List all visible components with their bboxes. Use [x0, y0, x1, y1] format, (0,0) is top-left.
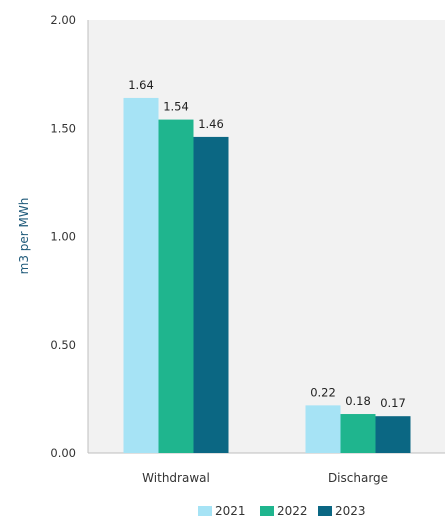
data-label-2023-discharge: 0.17: [380, 396, 406, 410]
category-label-withdrawal: Withdrawal: [142, 471, 210, 485]
bar-series-group: 1.64 1.54 1.46 0.22 0.18 0.17: [123, 78, 411, 453]
legend-label-2022: 2022: [277, 504, 308, 518]
category-label-discharge: Discharge: [328, 471, 388, 485]
y-tick-label: 0.50: [50, 338, 76, 352]
data-label-2022-discharge: 0.18: [345, 394, 371, 408]
data-label-2021-withdrawal: 1.64: [128, 78, 154, 92]
y-tick-labels: 0.00 0.50 1.00 1.50 2.00: [50, 13, 76, 460]
bar-2022-discharge: [340, 414, 376, 453]
legend-label-2023: 2023: [335, 504, 366, 518]
legend-label-2021: 2021: [215, 504, 246, 518]
category-labels: Withdrawal Discharge: [142, 471, 388, 485]
y-axis-title: m3 per MWh: [17, 198, 31, 275]
bar-2023-discharge: [375, 416, 411, 453]
y-tick-label: 1.00: [50, 230, 76, 244]
bar-2022-withdrawal: [158, 119, 194, 453]
y-tick-label: 0.00: [50, 446, 76, 460]
data-label-2023-withdrawal: 1.46: [198, 117, 224, 131]
legend-swatch-2021: [198, 506, 212, 516]
bar-2021-discharge: [305, 405, 341, 453]
legend-swatch-2023: [318, 506, 332, 516]
data-label-2021-discharge: 0.22: [310, 385, 336, 399]
bar-2023-withdrawal: [193, 136, 229, 453]
data-label-2022-withdrawal: 1.54: [163, 100, 189, 114]
bar-2021-withdrawal: [123, 97, 159, 453]
legend: 2021 2022 2023: [198, 504, 366, 518]
y-tick-label: 1.50: [50, 121, 76, 135]
y-tick-label: 2.00: [50, 13, 76, 27]
legend-swatch-2022: [260, 506, 274, 516]
